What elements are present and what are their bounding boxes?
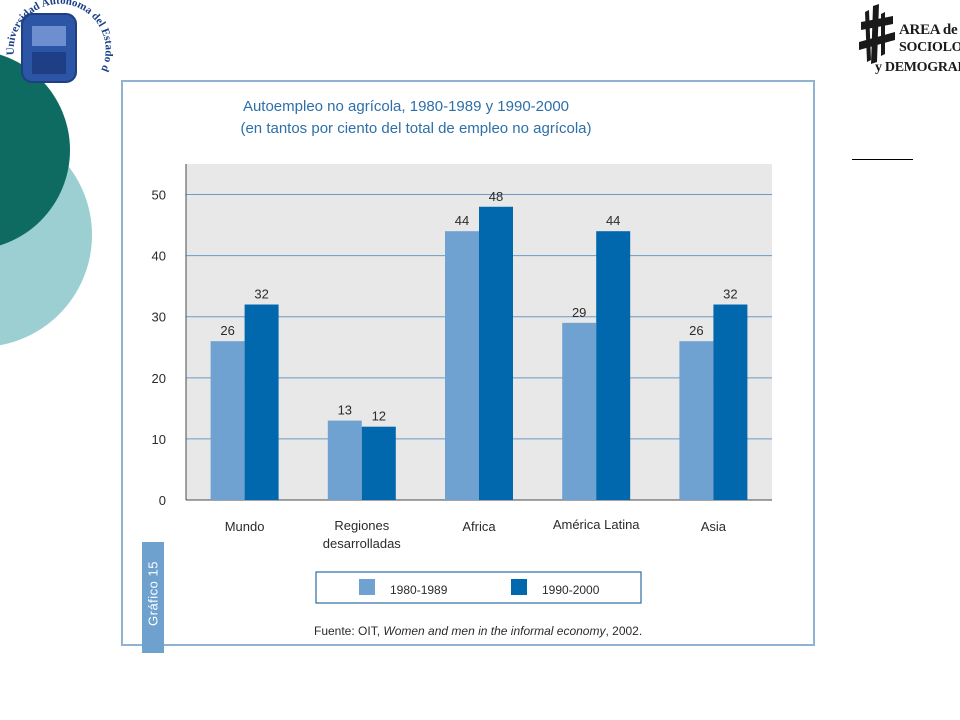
chart-number-label: Gráfico 15 [142,542,164,653]
legend-swatch [511,579,527,595]
area-logo-line3: y DEMOGRAFÍA [875,60,960,75]
y-tick-label: 0 [159,493,166,508]
y-tick-label: 30 [152,310,166,325]
source-title: Women and men in the informal economy [383,624,606,638]
data-label: 48 [489,189,503,204]
area-logo-line2: SOCIOLOGÍA [899,40,960,55]
x-tick-label: Mundo [225,519,265,534]
x-tick-label: América Latina [553,517,640,532]
chart-subtitle: (en tantos por ciento del total de emple… [240,120,592,137]
x-tick-label: Africa [462,519,496,534]
dark-teal-circle [0,54,70,246]
bar-1990-2000 [361,426,396,500]
chart-source: Fuente: OIT, Women and men in the inform… [314,624,642,638]
y-tick-label: 40 [152,249,166,264]
chart-frame: Autoempleo no agrícola, 1980-1989 y 1990… [121,80,815,653]
data-label: 29 [572,305,586,320]
x-tick-label: desarrolladas [323,536,402,551]
data-label: 32 [254,287,268,302]
chart-number-text: Gráfico 15 [145,561,161,626]
bar-1980-1989 [327,420,362,500]
area-sociologia-logo: AREA de SOCIOLOGÍA y DEMOGRAFÍA [855,2,960,88]
area-logo-line1: AREA de [899,22,958,38]
bar-1990-2000 [479,206,513,500]
data-label: 26 [689,323,703,338]
bar-1990-2000 [244,304,279,500]
y-tick-label: 50 [152,188,166,203]
chart-title: Autoempleo no agrícola, 1980-1989 y 1990… [242,98,570,115]
legend-label: 1980-1989 [390,583,448,597]
data-label: 32 [723,287,737,302]
short-divider-line [852,159,913,160]
legend-swatch [359,579,375,595]
data-label: 12 [372,409,386,424]
bar-1980-1989 [562,322,597,500]
source-suffix: , 2002. [605,624,643,638]
area-mark-icon [859,4,895,64]
bar-1980-1989 [445,231,479,500]
x-tick-label: Regiones [334,518,389,533]
x-tick-label: Asia [701,519,727,534]
bar-1990-2000 [596,231,631,500]
university-seal-logo: Universidad Autónoma del Estado de Hidal… [0,0,115,83]
background-decoration [0,54,92,346]
bar-1990-2000 [713,304,748,500]
bar-1980-1989 [679,341,714,500]
source-prefix: Fuente: OIT, [314,624,384,638]
data-label: 13 [338,403,352,418]
bar-1980-1989 [210,341,245,500]
data-label: 44 [606,213,620,228]
y-tick-label: 10 [152,432,166,447]
legend-label: 1990-2000 [542,583,600,597]
bar-chart: 0 10 20 30 40 50 26 32 Mundo 13 12 Regiones desarrol… [152,164,772,604]
data-label: 26 [220,323,234,338]
y-tick-label: 20 [152,371,166,386]
data-label: 44 [455,213,469,228]
